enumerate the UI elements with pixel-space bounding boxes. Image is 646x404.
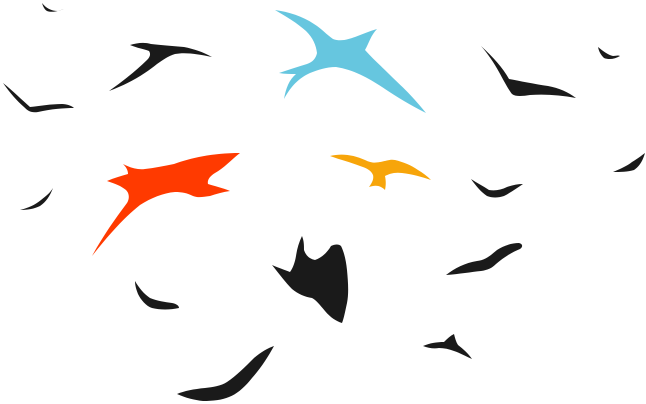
- orange-bird-icon: [330, 154, 431, 190]
- black-bird-icon: [135, 281, 179, 310]
- black-bird-icon: [3, 83, 74, 113]
- black-bird-icon: [109, 42, 212, 91]
- black-bird-icon: [272, 236, 349, 323]
- black-bird-icon: [42, 3, 66, 12]
- black-bird-icon: [177, 346, 274, 401]
- red-bird-icon: [92, 153, 240, 256]
- black-bird-icon: [613, 153, 645, 172]
- black-bird-icon: [20, 188, 53, 210]
- blue-bird-icon: [275, 10, 426, 113]
- black-bird-icon: [446, 243, 523, 275]
- black-bird-icon: [471, 179, 523, 198]
- black-bird-icon: [423, 334, 472, 359]
- black-bird-icon: [598, 47, 620, 60]
- black-bird-icon: [481, 46, 576, 98]
